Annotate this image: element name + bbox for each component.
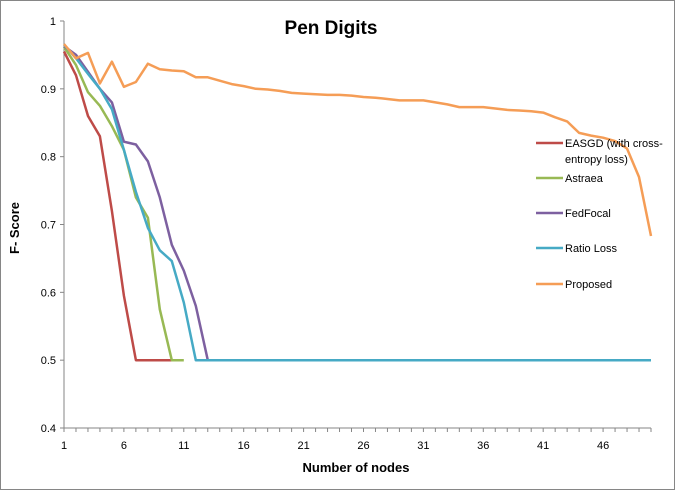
y-tick-label: 0.4 bbox=[41, 423, 56, 435]
y-tick-label: 0.5 bbox=[41, 355, 56, 367]
x-tick-label: 46 bbox=[597, 440, 609, 452]
series-line-4 bbox=[63, 43, 651, 362]
legend-label: EASGD (with cross- bbox=[565, 138, 663, 150]
legend-label: Ratio Loss bbox=[565, 243, 617, 255]
series-line-5 bbox=[63, 43, 653, 237]
y-axis-title: F- Score bbox=[7, 202, 22, 254]
x-axis-ticks: 1 6 11 16 21 26 31 36 41 46 bbox=[61, 428, 652, 452]
x-tick-label: 6 bbox=[121, 440, 127, 452]
chart-title: Pen Digits bbox=[285, 18, 378, 39]
y-tick-label: 1 bbox=[50, 16, 56, 28]
y-tick-label: 0.7 bbox=[41, 220, 56, 232]
series-line-1 bbox=[62, 50, 172, 362]
y-tick-label: 0.6 bbox=[41, 287, 56, 299]
legend-label: Astraea bbox=[565, 173, 604, 185]
legend: EASGD (with cross-entropy loss) Astraea Fe… bbox=[536, 138, 663, 291]
legend-label: FedFocal bbox=[565, 208, 611, 220]
x-tick-label: 36 bbox=[477, 440, 489, 452]
x-tick-label: 11 bbox=[178, 440, 189, 452]
x-tick-label: 41 bbox=[537, 440, 549, 452]
x-tick-label: 21 bbox=[297, 440, 309, 452]
x-tick-label: 1 bbox=[61, 440, 67, 452]
legend-label: entropy loss) bbox=[565, 154, 628, 166]
legend-label: Proposed bbox=[565, 279, 612, 291]
y-tick-label: 0.9 bbox=[41, 84, 56, 96]
y-axis-ticks: 0.4 0.5 0.6 0.7 0.8 0.9 1 bbox=[41, 16, 64, 435]
series-lines bbox=[62, 43, 653, 362]
y-tick-label: 0.8 bbox=[41, 152, 56, 164]
x-tick-label: 31 bbox=[417, 440, 429, 452]
x-tick-label: 26 bbox=[357, 440, 369, 452]
x-axis-title: Number of nodes bbox=[303, 460, 410, 475]
x-tick-label: 16 bbox=[238, 440, 250, 452]
